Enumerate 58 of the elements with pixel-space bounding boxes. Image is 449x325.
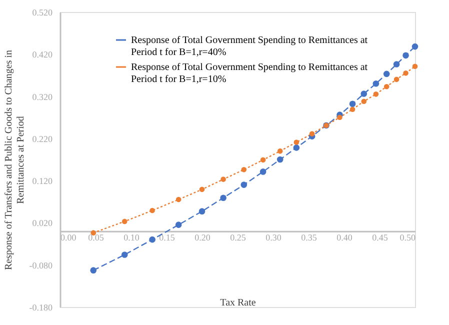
point bbox=[373, 92, 379, 97]
point bbox=[350, 106, 356, 112]
point bbox=[175, 222, 182, 228]
point bbox=[294, 140, 300, 145]
point bbox=[240, 182, 248, 188]
y-axis-title: Response of Transfers and Public Goods to Changes in Remittances at Period bbox=[3, 50, 26, 270]
y-tick-label: 0.420 bbox=[32, 50, 53, 60]
point bbox=[384, 84, 390, 90]
legend-label: Response of Total Government Spending to Remittances at Period t for B=1,r=40% bbox=[131, 35, 368, 58]
point bbox=[121, 252, 128, 258]
point bbox=[276, 156, 284, 163]
x-tick-label: 0.35 bbox=[301, 232, 318, 243]
point bbox=[199, 186, 205, 192]
x-tick-label: 0.40 bbox=[336, 232, 353, 243]
y-tick-label: -0.080 bbox=[29, 260, 53, 270]
x-axis-title: Tax Rate bbox=[220, 298, 256, 308]
point bbox=[241, 166, 247, 172]
point bbox=[372, 80, 380, 87]
x-tick-label: 0.45 bbox=[372, 232, 388, 243]
point bbox=[150, 208, 155, 214]
point bbox=[337, 114, 342, 120]
x-tick-label: 0.10 bbox=[124, 232, 140, 243]
y-tick-label: 0.320 bbox=[32, 92, 53, 102]
point bbox=[220, 176, 226, 182]
point bbox=[260, 168, 266, 175]
point bbox=[149, 236, 156, 243]
point bbox=[361, 98, 367, 104]
point bbox=[176, 196, 182, 202]
y-tick-label: -0.180 bbox=[29, 302, 53, 312]
point bbox=[277, 148, 283, 154]
point bbox=[122, 218, 128, 224]
point bbox=[393, 61, 400, 68]
legend-label: Response of Total Government Spending to Remittances at Period t for B=1,r=10% bbox=[131, 62, 368, 85]
point bbox=[360, 90, 368, 97]
point bbox=[412, 64, 418, 70]
x-tick-label: 0.25 bbox=[230, 232, 246, 243]
point bbox=[349, 100, 356, 108]
y-tick-label: 0.020 bbox=[32, 218, 53, 228]
point bbox=[260, 157, 266, 163]
point bbox=[383, 70, 390, 78]
point bbox=[402, 52, 409, 59]
point bbox=[293, 144, 300, 151]
point bbox=[90, 267, 97, 274]
point bbox=[403, 70, 408, 76]
y-tick-label: 0.220 bbox=[32, 134, 53, 144]
x-tick-label: 0.15 bbox=[159, 232, 176, 243]
x-tick-label: 0.30 bbox=[266, 232, 282, 243]
point bbox=[309, 131, 315, 136]
point bbox=[394, 76, 400, 82]
point bbox=[198, 208, 206, 214]
y-tick-label: 0.120 bbox=[32, 176, 53, 186]
x-tick-label: 0.05 bbox=[88, 232, 104, 243]
point bbox=[412, 43, 418, 50]
point bbox=[220, 194, 226, 202]
x-tick-label: 0.00 bbox=[60, 232, 77, 243]
x-tick-label: 0.50 bbox=[400, 232, 416, 243]
y-tick-label: 0.520 bbox=[32, 8, 53, 18]
x-tick-label: 0.20 bbox=[194, 232, 211, 243]
